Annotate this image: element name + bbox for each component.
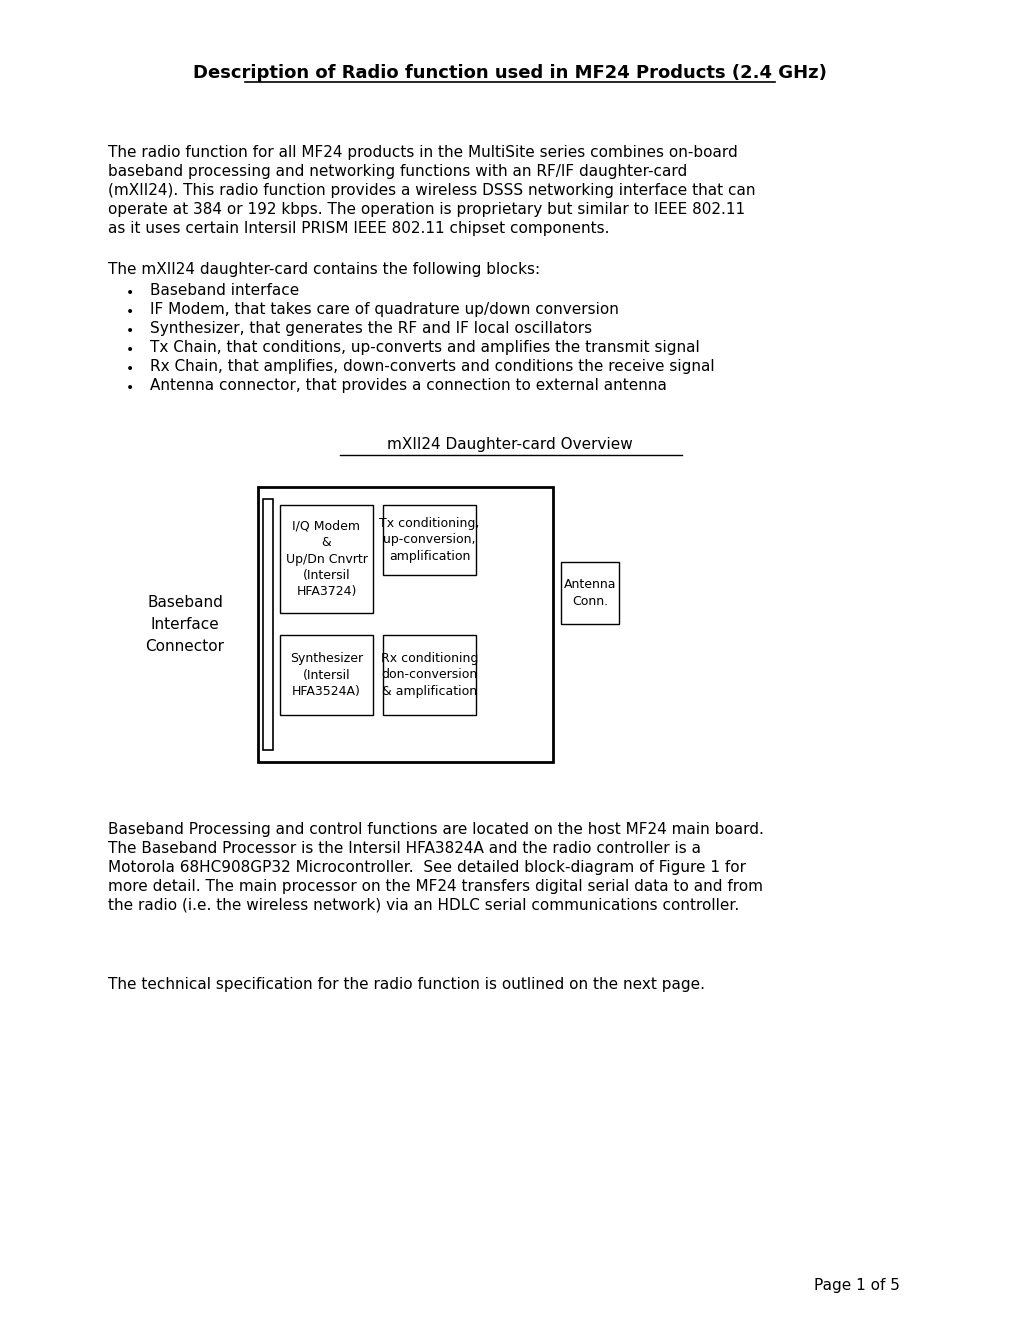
Text: baseband processing and networking functions with an RF/IF daughter-card: baseband processing and networking funct…: [108, 164, 687, 180]
Text: The technical specification for the radio function is outlined on the next page.: The technical specification for the radi…: [108, 977, 704, 993]
Text: Tx conditioning,
up-conversion,
amplification: Tx conditioning, up-conversion, amplific…: [379, 517, 479, 564]
Text: more detail. The main processor on the MF24 transfers digital serial data to and: more detail. The main processor on the M…: [108, 879, 762, 894]
Text: Baseband interface: Baseband interface: [150, 282, 299, 298]
Text: Page 1 of 5: Page 1 of 5: [813, 1278, 899, 1294]
Text: the radio (i.e. the wireless network) via an HDLC serial communications controll: the radio (i.e. the wireless network) vi…: [108, 898, 739, 913]
Bar: [280, 506, 373, 612]
Text: •: •: [125, 343, 133, 356]
Text: •: •: [125, 323, 133, 338]
Bar: [560, 562, 619, 624]
Text: •: •: [125, 362, 133, 376]
Bar: [258, 487, 552, 762]
Text: mXII24 Daughter-card Overview: mXII24 Daughter-card Overview: [387, 437, 632, 451]
Text: •: •: [125, 286, 133, 300]
Text: I/Q Modem
&
Up/Dn Cnvrtr
(Intersil
HFA3724): I/Q Modem & Up/Dn Cnvrtr (Intersil HFA37…: [285, 520, 367, 598]
Text: The mXII24 daughter-card contains the following blocks:: The mXII24 daughter-card contains the fo…: [108, 261, 540, 277]
Text: as it uses certain Intersil PRISM IEEE 802.11 chipset components.: as it uses certain Intersil PRISM IEEE 8…: [108, 220, 609, 236]
Text: Baseband
Interface
Connector: Baseband Interface Connector: [146, 595, 224, 655]
Text: Synthesizer
(Intersil
HFA3524A): Synthesizer (Intersil HFA3524A): [289, 652, 363, 698]
Bar: [382, 635, 476, 715]
Bar: [263, 499, 273, 750]
Text: Rx conditioning
don-conversion
& amplification: Rx conditioning don-conversion & amplifi…: [380, 652, 478, 698]
Text: Synthesizer, that generates the RF and IF local oscillators: Synthesizer, that generates the RF and I…: [150, 321, 592, 337]
Text: Tx Chain, that conditions, up-converts and amplifies the transmit signal: Tx Chain, that conditions, up-converts a…: [150, 341, 699, 355]
Text: IF Modem, that takes care of quadrature up/down conversion: IF Modem, that takes care of quadrature …: [150, 302, 619, 317]
Text: Antenna
Conn.: Antenna Conn.: [564, 578, 615, 607]
Text: The Baseband Processor is the Intersil HFA3824A and the radio controller is a: The Baseband Processor is the Intersil H…: [108, 841, 700, 855]
Bar: [280, 635, 373, 715]
Text: Baseband Processing and control functions are located on the host MF24 main boar: Baseband Processing and control function…: [108, 822, 763, 837]
Text: (mXII24). This radio function provides a wireless DSSS networking interface that: (mXII24). This radio function provides a…: [108, 183, 755, 198]
Text: Description of Radio function used in MF24 Products (2.4 GHz): Description of Radio function used in MF…: [193, 63, 826, 82]
Text: •: •: [125, 305, 133, 319]
Text: Rx Chain, that amplifies, down-converts and conditions the receive signal: Rx Chain, that amplifies, down-converts …: [150, 359, 714, 374]
Text: Motorola 68HC908GP32 Microcontroller.  See detailed block-diagram of Figure 1 fo: Motorola 68HC908GP32 Microcontroller. Se…: [108, 861, 745, 875]
Text: operate at 384 or 192 kbps. The operation is proprietary but similar to IEEE 802: operate at 384 or 192 kbps. The operatio…: [108, 202, 745, 216]
Text: The radio function for all MF24 products in the MultiSite series combines on-boa: The radio function for all MF24 products…: [108, 145, 737, 160]
Text: Antenna connector, that provides a connection to external antenna: Antenna connector, that provides a conne…: [150, 378, 666, 393]
Text: •: •: [125, 381, 133, 395]
Bar: [382, 506, 476, 576]
